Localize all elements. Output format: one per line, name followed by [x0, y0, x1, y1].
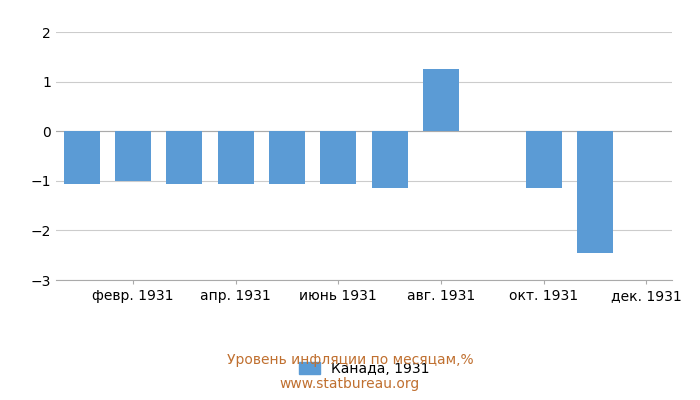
Text: Уровень инфляции по месяцам,%: Уровень инфляции по месяцам,% — [227, 353, 473, 367]
Bar — [526, 131, 561, 188]
Text: www.statbureau.org: www.statbureau.org — [280, 377, 420, 391]
Bar — [321, 131, 356, 184]
Bar — [64, 131, 99, 184]
Bar — [269, 131, 305, 184]
Bar — [423, 69, 459, 131]
Bar — [577, 131, 613, 253]
Bar — [115, 131, 151, 181]
Legend: Канада, 1931: Канада, 1931 — [293, 356, 435, 382]
Bar — [167, 131, 202, 184]
Bar — [218, 131, 253, 184]
Bar — [372, 131, 407, 188]
